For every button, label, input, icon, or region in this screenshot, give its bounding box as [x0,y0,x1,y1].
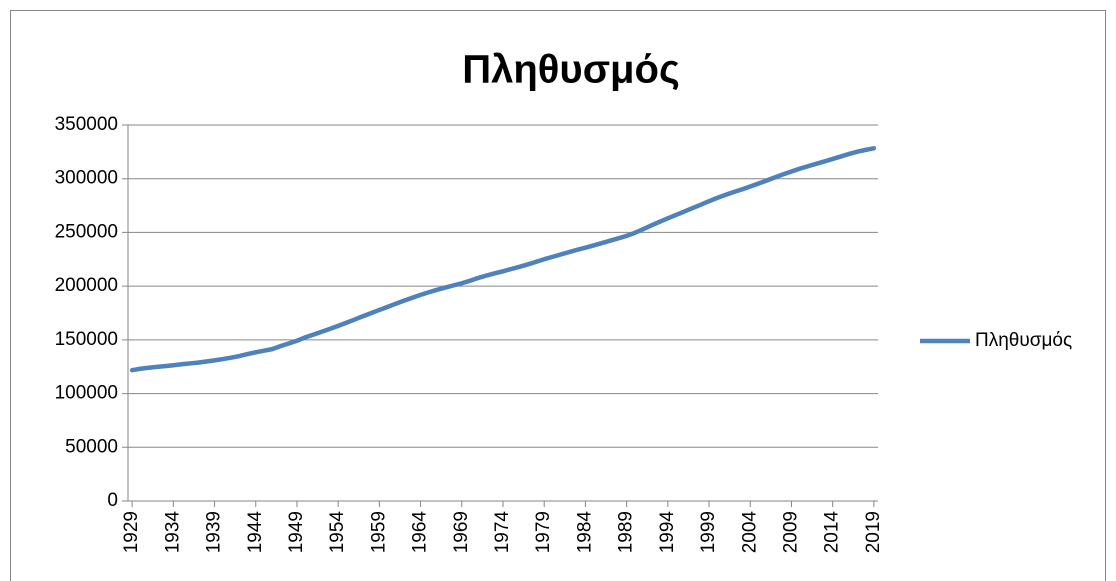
x-tick-label: 1929 [121,511,142,553]
chart-frame [10,10,1106,581]
x-tick-label: 1969 [451,511,472,553]
line-series [129,146,877,373]
y-tick-label: 100000 [55,383,118,404]
x-tick-label: 1959 [368,511,389,553]
x-tick-label: 1934 [162,511,183,554]
x-tick-label: 1949 [286,511,307,553]
x-tick-label: 1974 [492,511,513,554]
y-tick-label: 200000 [55,275,118,296]
x-tick-label: 1999 [698,511,719,553]
legend-label: Πληθυσμός [975,330,1072,351]
y-tick-label: 300000 [55,168,118,189]
y-tick-label: 250000 [55,221,118,242]
chart-title: Πληθυσμός [462,48,680,92]
x-tick-label: 2009 [780,511,801,553]
y-tick-label: 350000 [55,114,118,135]
y-tick-label: 50000 [65,436,118,457]
x-tick-label: 1944 [245,511,266,554]
x-tick-label: 1954 [327,511,348,554]
x-tick-label: 1979 [533,511,554,553]
x-tick-label: 1994 [657,511,678,554]
y-tick-label: 150000 [55,329,118,350]
x-tick-label: 2019 [863,511,884,553]
x-tick-label: 1939 [204,511,225,553]
x-tick-label: 1984 [574,511,595,554]
x-tick-label: 1964 [410,511,431,554]
y-tick-label: 0 [107,490,118,511]
x-tick-label: 1989 [616,511,637,553]
x-tick-label: 2014 [822,511,843,554]
x-tick-label: 2004 [739,511,760,554]
